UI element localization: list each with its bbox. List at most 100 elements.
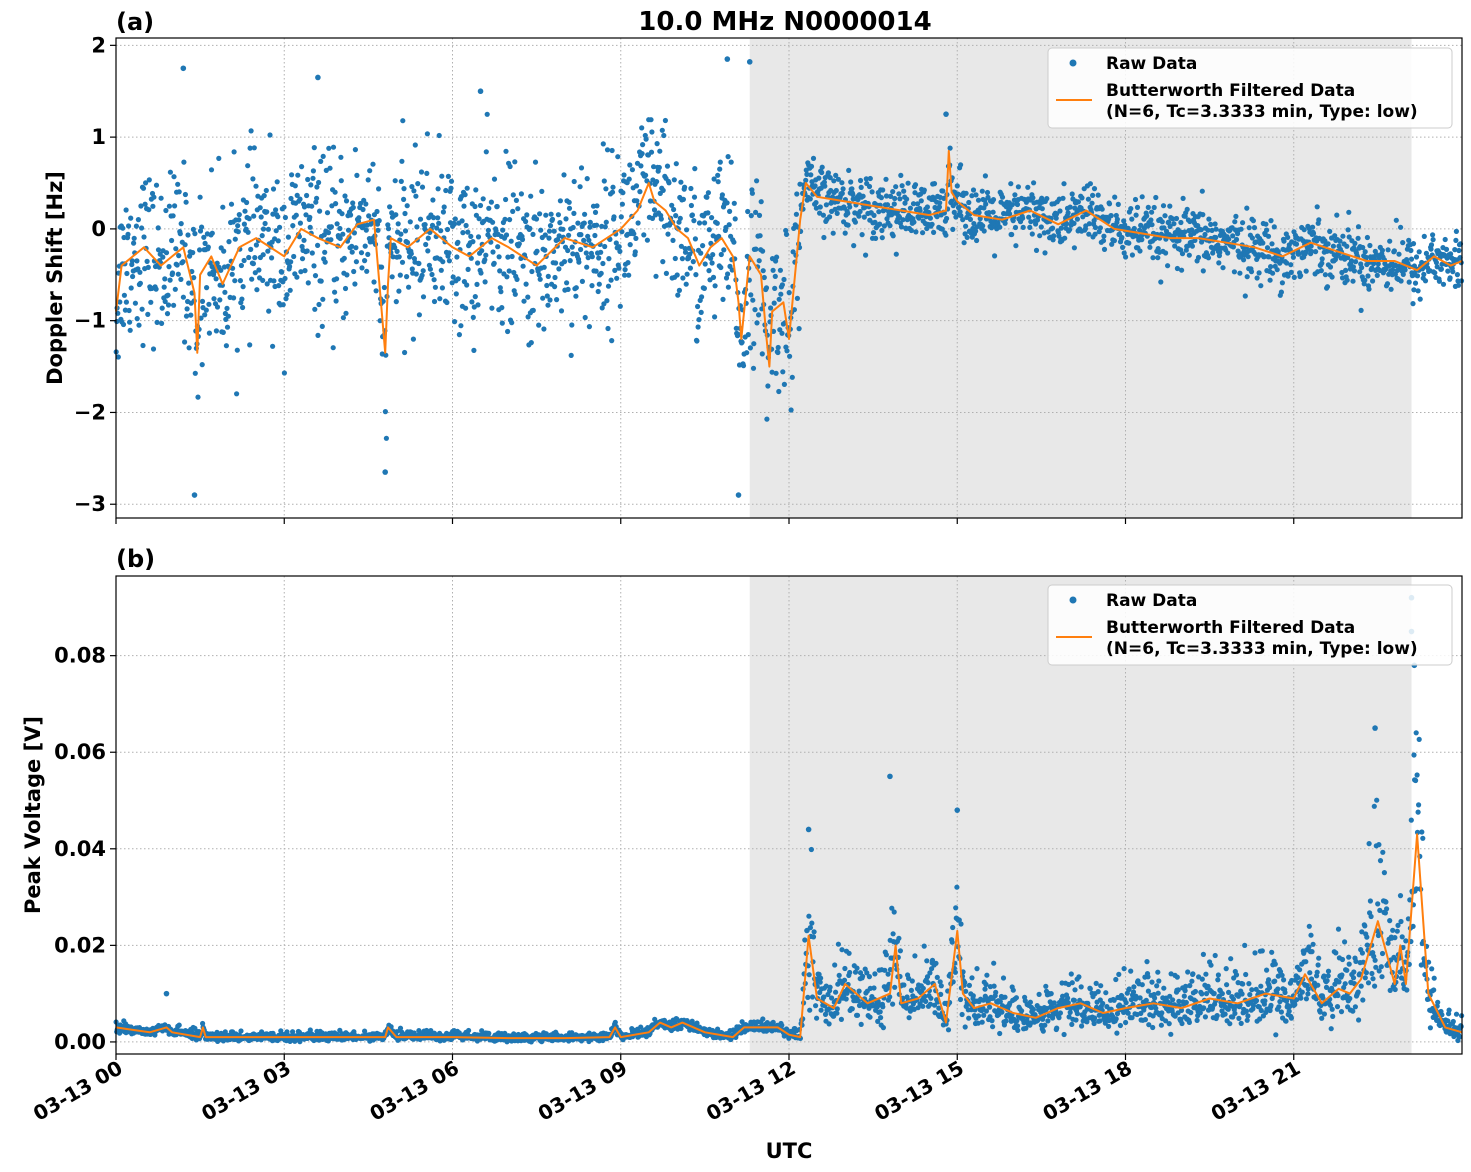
raw-point-a [712,314,718,320]
raw-point-a [771,300,777,306]
raw-point-a [1121,218,1127,224]
raw-point-a [1456,247,1462,254]
raw-point-a [705,190,712,196]
raw-point-a [867,175,873,182]
raw-point-a [1325,241,1331,247]
raw-point-a [1114,216,1120,222]
raw-point-b [1168,971,1174,977]
raw-point-a [1153,194,1159,201]
raw-point-a [162,276,168,282]
raw-point-b [284,1029,290,1035]
raw-point-a [718,264,724,271]
raw-point-a [579,278,586,284]
raw-point-a [621,172,627,178]
raw-point-a [341,255,347,261]
raw-point-a [476,216,482,222]
raw-point-b [1010,987,1016,993]
raw-point-a [706,268,712,274]
raw-point-a [209,230,215,236]
raw-point-a [858,184,864,190]
raw-point-b [1258,1007,1264,1014]
raw-point-b [979,1019,985,1025]
raw-point-a [137,280,143,286]
raw-point-a [1241,257,1247,263]
raw-point-a [1199,188,1205,194]
raw-point-a [970,187,977,193]
raw-point-b [924,958,930,964]
raw-point-b [1084,1019,1090,1025]
raw-point-a [235,229,241,235]
raw-point-a [566,199,572,205]
raw-point-a [153,286,159,292]
raw-point-a [1355,235,1361,241]
raw-point-b [856,988,862,994]
raw-point-b [1181,993,1187,999]
raw-point-a [1362,277,1368,283]
raw-point-a [224,324,231,330]
raw-point-a [1126,240,1132,246]
raw-point-b [1152,995,1158,1001]
raw-point-a [270,186,277,192]
raw-point-a [482,279,488,285]
raw-point-a [845,222,851,228]
raw-point-a [305,176,311,183]
raw-point-a [1202,231,1208,238]
raw-point-b [1014,1023,1021,1029]
raw-point-a [770,267,776,273]
raw-point-a [604,298,610,304]
raw-point-a [715,172,721,178]
raw-point-a [217,297,223,303]
raw-point-a [288,259,294,265]
raw-point-a [1358,307,1364,313]
raw-point-a [505,328,511,335]
raw-point-a [1436,278,1442,284]
raw-point-b [1100,1000,1106,1007]
raw-point-a [201,234,207,240]
raw-point-a [1288,269,1294,275]
raw-point-a [839,180,845,186]
raw-point-a [513,197,520,203]
raw-point-a [411,188,417,194]
raw-point-a [731,239,737,245]
raw-point-a [639,125,645,131]
raw-point-a [627,162,633,168]
raw-point-a [262,220,268,227]
raw-point-a [614,275,620,281]
raw-point-b [1308,932,1314,938]
y-axis-label-a: Doppler Shift [Hz] [43,171,67,385]
raw-point-a [1411,287,1417,293]
raw-point-a [533,216,540,222]
raw-point-a [592,209,599,215]
raw-point-a [1027,224,1033,230]
raw-point-a [804,171,810,177]
raw-point-a [679,256,686,262]
raw-point-b [1305,986,1311,992]
raw-point-a [931,229,937,235]
raw-point-b [1259,948,1265,954]
raw-point-a [314,184,320,190]
raw-point-a [863,252,869,258]
raw-point-b [822,1011,829,1018]
raw-point-a [245,229,251,235]
raw-point-a [523,218,529,225]
raw-point-a [744,350,750,356]
raw-point-a [401,196,407,202]
raw-point-a [558,308,565,314]
raw-point-a [120,225,126,231]
raw-point-a [1430,232,1436,238]
raw-point-a [409,184,415,190]
raw-point-a [180,259,186,265]
raw-point-a [781,276,787,283]
raw-point-b [1174,974,1180,980]
raw-point-a [287,263,293,270]
raw-point-a [788,407,794,413]
raw-point-a [823,202,830,208]
raw-extreme-point-a [735,492,742,498]
raw-point-b [866,974,873,980]
raw-point-b [1042,1022,1048,1028]
raw-point-a [763,285,770,291]
raw-point-a [861,214,867,220]
raw-point-a [288,195,294,202]
raw-point-b [1137,995,1143,1001]
raw-point-a [1254,275,1260,281]
